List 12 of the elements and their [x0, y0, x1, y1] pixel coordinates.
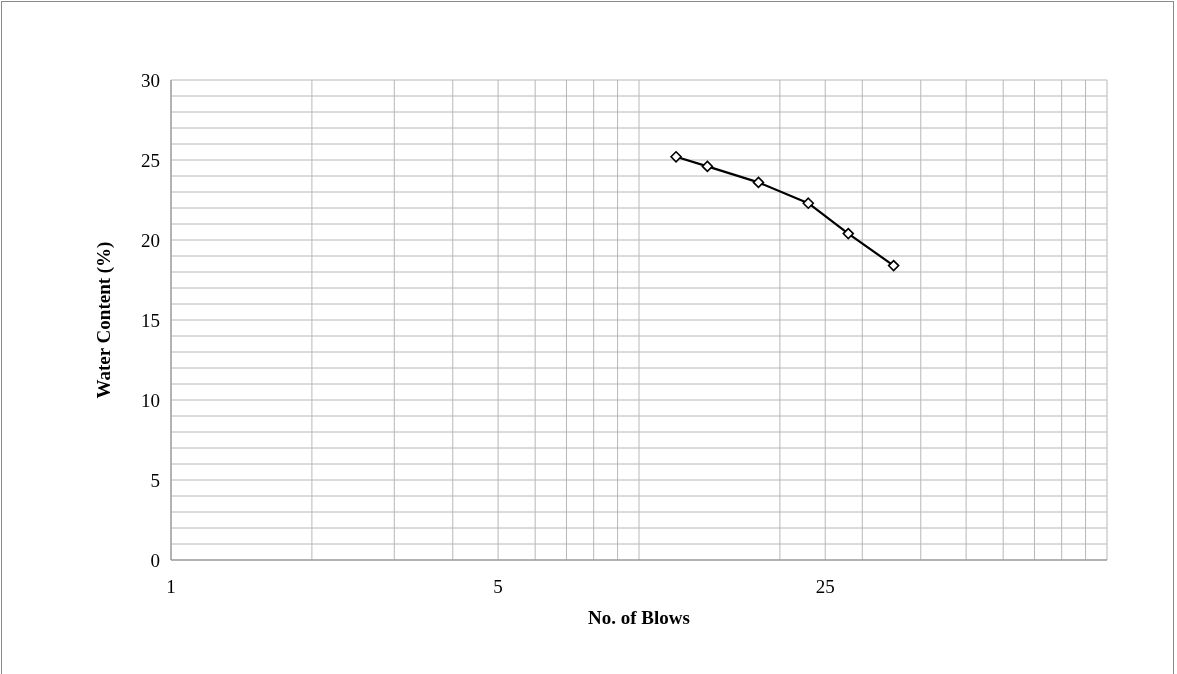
y-tick-label: 5 [150, 469, 160, 491]
y-tick-label: 30 [141, 69, 160, 91]
y-tick-label: 15 [141, 309, 160, 331]
x-tick-label: 25 [815, 576, 835, 598]
y-tick-label: 25 [141, 149, 160, 171]
y-tick-label: 20 [141, 229, 160, 251]
x-tick-label: 1 [166, 576, 176, 598]
x-axis-title: No. of Blows [588, 607, 690, 628]
y-tick-label: 10 [141, 389, 160, 411]
x-tick-label: 5 [493, 576, 503, 598]
y-axis-title: Water Content (%) [92, 241, 115, 399]
y-tick-label: 0 [150, 549, 160, 571]
